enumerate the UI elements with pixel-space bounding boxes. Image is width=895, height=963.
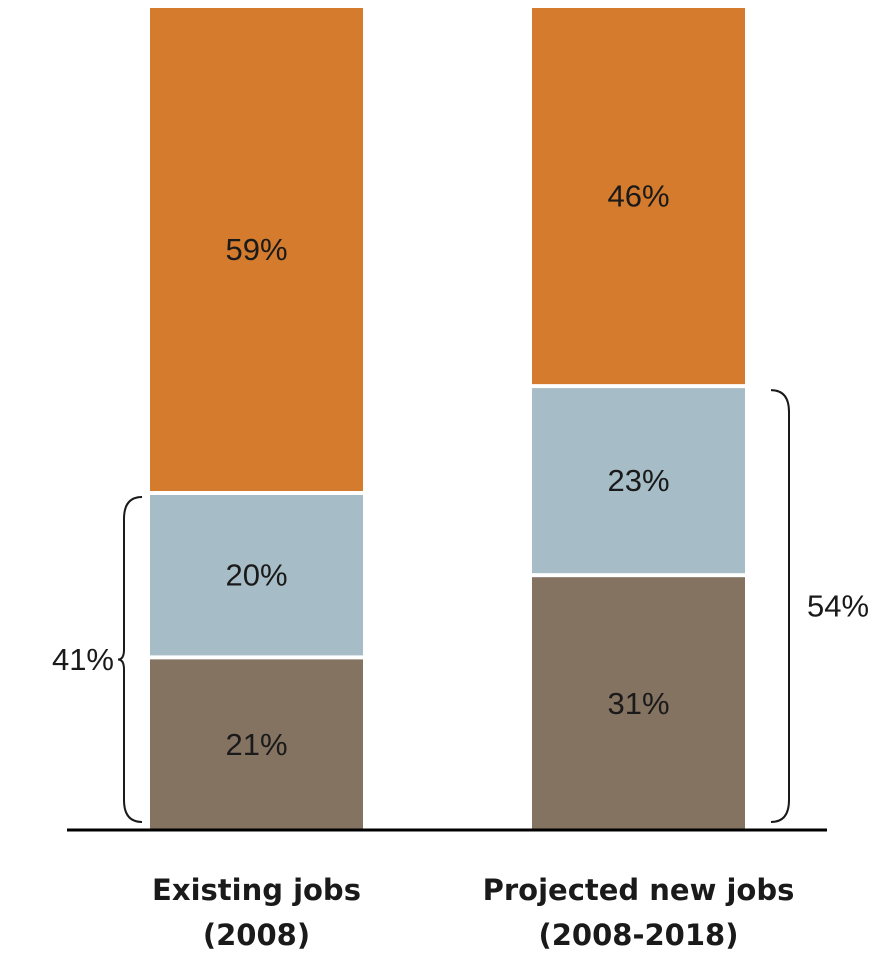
segment-label-1-1: 23% (607, 463, 669, 498)
category-label-1-0: Projected new jobs (483, 873, 795, 907)
bar-segment-0-2 (150, 8, 363, 491)
brace-label-0: 41% (52, 642, 114, 677)
brace-0 (117, 495, 143, 823)
bars-group (150, 8, 745, 830)
category-label-0-1: (2008) (203, 918, 310, 952)
category-label-0-0: Existing jobs (152, 873, 361, 907)
bar-segment-1-0 (532, 577, 745, 830)
bar-segment-0-1 (150, 494, 363, 656)
bar-segment-0-0 (150, 659, 363, 830)
bar-segment-1-2 (532, 8, 745, 385)
segment-labels-group: 21% 20% 59% 31% 23% 46% (225, 179, 669, 763)
brace-1 (770, 389, 790, 823)
brace-label-1: 54% (807, 589, 869, 624)
category-labels-group: Existing jobs (2008) Projected new jobs (20… (152, 873, 794, 952)
segment-label-0-2: 59% (225, 232, 287, 267)
bar-segment-1-1 (532, 388, 745, 574)
segment-label-0-1: 20% (225, 558, 287, 593)
category-label-1-1: (2008-2018) (539, 918, 739, 952)
segment-label-1-0: 31% (607, 686, 669, 721)
braces-group: 41% 54% (52, 389, 869, 823)
segment-label-1-2: 46% (607, 179, 669, 214)
segment-label-0-0: 21% (225, 727, 287, 762)
